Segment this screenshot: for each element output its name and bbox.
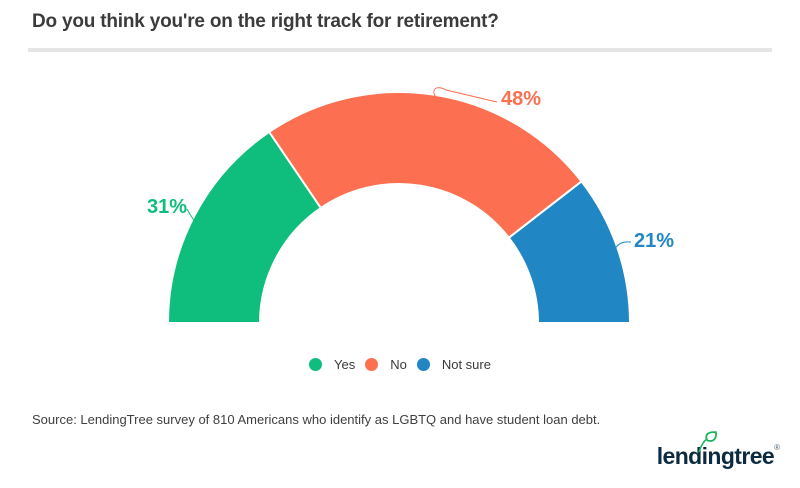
legend-label: Not sure bbox=[441, 357, 491, 372]
data-label-yes: 31% bbox=[147, 196, 187, 218]
label-connector bbox=[433, 87, 498, 103]
legend-dot-icon bbox=[309, 358, 322, 371]
chart-legend: Yes No Not sure bbox=[0, 357, 800, 372]
title-divider bbox=[28, 48, 772, 52]
leaf-icon bbox=[697, 431, 717, 452]
legend-label: Yes bbox=[334, 357, 356, 372]
source-note: Source: LendingTree survey of 810 Americ… bbox=[32, 412, 601, 427]
legend-item-not-sure: Not sure bbox=[416, 357, 491, 372]
logo-text: lendingtree bbox=[656, 443, 775, 469]
chart-title: Do you think you're on the right track f… bbox=[32, 11, 499, 32]
legend-dot-icon bbox=[416, 358, 430, 371]
lendingtree-logo: lendingtree® bbox=[656, 431, 780, 469]
label-connector bbox=[613, 241, 632, 251]
legend-item-yes: Yes bbox=[309, 357, 355, 372]
registered-mark: ® bbox=[774, 443, 780, 452]
data-label-not-sure: 21% bbox=[634, 230, 674, 252]
legend-item-no: No bbox=[365, 357, 407, 372]
legend-label: No bbox=[390, 357, 407, 372]
legend-dot-icon bbox=[365, 358, 379, 371]
label-connector bbox=[186, 208, 201, 227]
slice-no bbox=[267, 90, 583, 240]
data-label-no: 48% bbox=[501, 88, 541, 110]
slice-not-sure bbox=[507, 179, 632, 324]
